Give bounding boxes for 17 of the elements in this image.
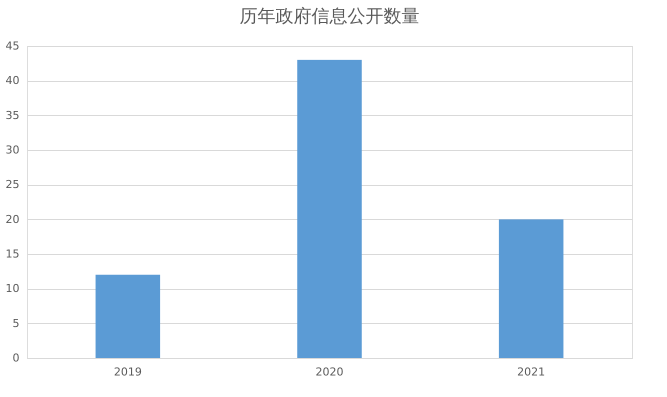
- y-tick-label: 30: [6, 144, 20, 156]
- y-tick-label: 25: [6, 178, 20, 192]
- y-tick-label: 35: [6, 108, 20, 122]
- y-tick-label: 5: [12, 316, 20, 330]
- x-tick-label: 2019: [114, 366, 142, 378]
- y-tick-label: 15: [6, 248, 20, 260]
- bar: [96, 274, 160, 358]
- x-tick-label: 2021: [517, 366, 546, 378]
- y-tick-label: 0: [12, 352, 20, 364]
- bar: [498, 219, 564, 358]
- x-tick-label: 2020: [316, 366, 344, 378]
- y-tick-label: 10: [6, 282, 20, 296]
- chart-title: 历年政府信息公开数量: [240, 6, 420, 26]
- bar: [297, 60, 362, 358]
- y-tick-label: 40: [6, 74, 20, 88]
- y-tick-label: 20: [6, 212, 20, 226]
- y-tick-label: 45: [6, 40, 20, 52]
